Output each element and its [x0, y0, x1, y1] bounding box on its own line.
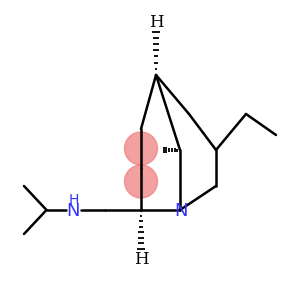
Text: H: H — [68, 193, 79, 206]
Text: N: N — [67, 202, 80, 220]
Circle shape — [124, 132, 158, 165]
Circle shape — [124, 165, 158, 198]
Text: N: N — [175, 202, 188, 220]
Text: H: H — [134, 251, 148, 268]
Text: H: H — [149, 14, 163, 31]
